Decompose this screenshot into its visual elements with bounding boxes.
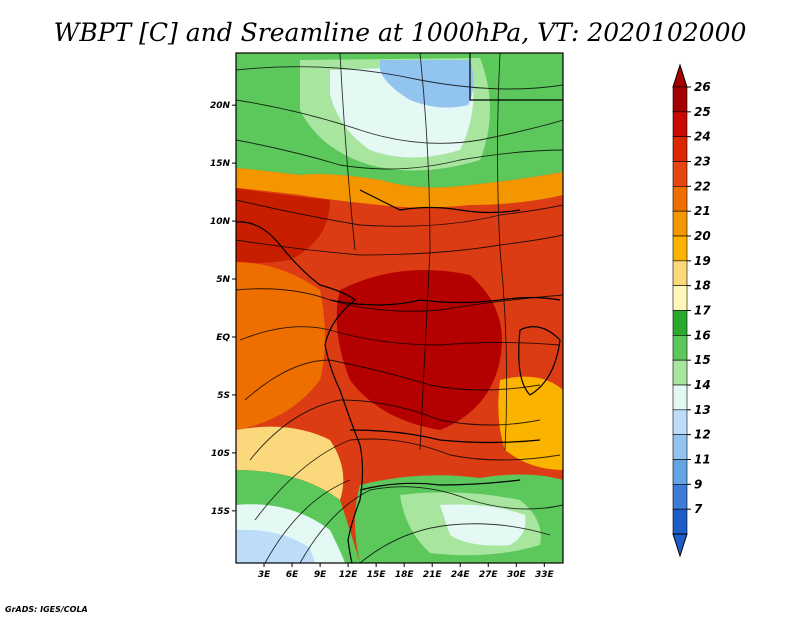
- colorbar-swatch: [672, 260, 688, 286]
- east-warm: [498, 376, 563, 470]
- colorbar-label: 13: [694, 403, 711, 417]
- colorbar-label: 12: [694, 428, 711, 442]
- colorbar-top-arrow: [672, 63, 688, 88]
- x-tick-label: 6E: [286, 570, 299, 580]
- colorbar-label: 15: [694, 353, 711, 367]
- colorbar-swatch: [672, 186, 688, 212]
- colorbar-swatch: [672, 285, 688, 311]
- colorbar-label: 18: [694, 279, 711, 293]
- colorbar-label: 14: [694, 378, 711, 392]
- y-tick-label: EQ: [216, 333, 230, 343]
- y-tick-label: 5N: [216, 275, 230, 285]
- coastlines-borders: [236, 53, 563, 563]
- colorbar-swatch: [672, 459, 688, 485]
- colorbar-swatch: [672, 86, 688, 113]
- colorbar-swatch: [672, 434, 688, 460]
- streamlines: [236, 53, 563, 563]
- colorbar-label: 23: [694, 155, 711, 169]
- colorbar-swatch: [672, 384, 688, 411]
- y-tick-label: 5S: [217, 391, 230, 401]
- colorbar-label: 17: [694, 304, 711, 318]
- colorbar-label: 25: [694, 105, 711, 119]
- chart-title: WBPT [C] and Sreamline at 1000hPa, VT: 2…: [54, 18, 747, 47]
- grads-credit: GrADS: IGES/COLA: [5, 605, 88, 614]
- colorbar-label: 16: [694, 328, 711, 342]
- colorbar-label: 21: [694, 204, 711, 218]
- colorbar-label: 9: [694, 477, 702, 491]
- colorbar-swatch: [672, 235, 688, 262]
- x-tick-label: 21E: [423, 570, 443, 580]
- x-tick-label: 27E: [479, 570, 499, 580]
- north-deep-core: [380, 60, 474, 108]
- x-axis-ticks: 3E 6E 9E 12E 15E 18E 21E 24E 27E 30E 33E: [258, 563, 555, 580]
- map-frame: [235, 52, 564, 564]
- y-axis-ticks: 20N 15N 10N 5N EQ 5S 10S 15S: [210, 101, 236, 517]
- sahel-band: [236, 168, 563, 208]
- colorbar-swatch: [672, 508, 688, 535]
- colorbar-swatch: [672, 335, 688, 361]
- colorbar-label: 11: [694, 453, 711, 467]
- colorbar-label: 24: [694, 130, 711, 144]
- x-tick-label: 24E: [451, 570, 471, 580]
- x-tick-label: 12E: [339, 570, 359, 580]
- colorbar-label: 20: [694, 229, 711, 243]
- colorbar-swatch: [672, 310, 688, 336]
- colorbar-label: 22: [694, 179, 711, 193]
- south-blue: [440, 504, 526, 546]
- west-hot-region: [236, 188, 330, 264]
- wbpt-map: [236, 53, 563, 563]
- colorbar: 26 25 24 23 22 21 20 19 18 17 16 15 14 13 12 11 9 7: [672, 63, 711, 558]
- colorbar-swatch: [672, 359, 688, 386]
- colorbar-label: 19: [694, 254, 711, 268]
- y-tick-label: 15S: [211, 507, 230, 517]
- colorbar-label: 7: [694, 502, 703, 516]
- southwest-blue: [236, 529, 315, 563]
- y-tick-label: 20N: [210, 101, 231, 111]
- x-tick-label: 33E: [535, 570, 555, 580]
- x-tick-label: 3E: [258, 570, 271, 580]
- colorbar-swatch: [672, 484, 688, 510]
- colorbar-swatch: [672, 409, 688, 435]
- x-tick-label: 9E: [314, 570, 327, 580]
- y-tick-label: 10S: [211, 449, 230, 459]
- colorbar-swatch: [672, 161, 688, 187]
- ocean-cool-west: [236, 262, 325, 430]
- colorbar-swatch: [672, 136, 688, 162]
- colorbar-label: 26: [694, 80, 711, 94]
- x-tick-label: 30E: [507, 570, 527, 580]
- x-tick-label: 15E: [367, 570, 387, 580]
- y-tick-label: 15N: [210, 159, 231, 169]
- x-tick-label: 18E: [395, 570, 415, 580]
- y-tick-label: 10N: [210, 217, 231, 227]
- colorbar-swatch: [672, 111, 688, 137]
- colorbar-swatch: [672, 210, 688, 237]
- colorbar-bottom-arrow: [672, 533, 688, 558]
